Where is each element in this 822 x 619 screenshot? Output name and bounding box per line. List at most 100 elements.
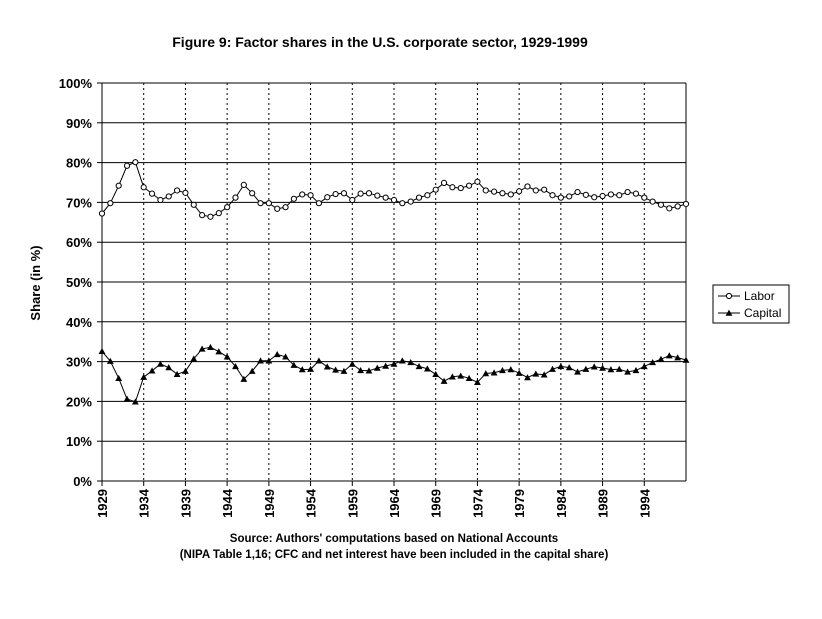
labor-point [390, 196, 398, 204]
x-tick-label: 1949 [262, 489, 277, 518]
labor-point [249, 190, 256, 197]
capital-point [524, 374, 531, 381]
labor-point [474, 178, 481, 185]
labor-point [274, 205, 281, 212]
capital-point [549, 365, 556, 372]
labor-point [98, 210, 106, 217]
labor-point [290, 195, 297, 202]
labor-point [340, 190, 348, 197]
capital-point [382, 362, 390, 369]
labor-point [199, 212, 206, 219]
capital-point [140, 373, 148, 380]
labor-point [457, 184, 464, 192]
y-axis-ticks: 0% 10% 20% 30% 40% 50% 60% 70% 80% 90% 100% [59, 76, 102, 489]
source-note-line-1: Source: Authors' computations based on N… [230, 533, 558, 545]
capital-point [649, 358, 657, 366]
labor-point [424, 192, 431, 199]
labor-point [599, 192, 606, 200]
labor-point [482, 187, 489, 194]
labor-point [440, 179, 448, 186]
x-axis-ticks: 1929 1934 1939 1944 1949 1954 1959 1964 1969 1974… [95, 481, 652, 518]
y-tick-label: 20% [66, 394, 92, 409]
x-tick-label: 1979 [512, 489, 527, 518]
capital-point [582, 365, 590, 372]
capital-point [590, 363, 598, 370]
labor-point [140, 184, 147, 191]
capital-point [165, 364, 173, 371]
labor-point [524, 183, 531, 190]
grid [101, 82, 687, 482]
labor-point [324, 194, 331, 201]
labor-point [649, 198, 656, 205]
source-note-line-2: (NIPA Table 1,16; CFC and net interest h… [180, 549, 609, 561]
labor-point [365, 190, 373, 197]
labor-point [357, 190, 364, 197]
labor-point [115, 182, 122, 189]
labor-point [349, 196, 356, 204]
labor-point [382, 194, 389, 201]
labor-point [465, 182, 473, 189]
capital-point [282, 353, 289, 360]
capital-point [198, 345, 206, 352]
x-tick-label: 1984 [554, 488, 569, 518]
capital-point [615, 365, 623, 372]
capital-point [223, 353, 231, 360]
capital-point [632, 366, 640, 374]
labor-point [282, 204, 289, 211]
capital-point [232, 362, 239, 370]
labor-point [232, 194, 239, 201]
labor-point [624, 188, 631, 196]
legend-label-labor: Labor [744, 289, 775, 303]
labor-point [666, 205, 673, 212]
capital-point [148, 367, 156, 374]
capital-point [657, 355, 665, 362]
capital-point [482, 370, 490, 377]
capital-point [640, 362, 648, 370]
labor-point [657, 201, 665, 208]
series-capital [98, 343, 690, 405]
x-tick-label: 1944 [220, 488, 235, 518]
capital-point [240, 375, 248, 382]
capital-point [507, 366, 515, 373]
labor-point [541, 186, 548, 193]
capital-point [457, 372, 465, 379]
capital-point [131, 398, 139, 405]
capital-point [515, 369, 523, 376]
labor-point [190, 201, 197, 208]
labor-point [491, 188, 498, 195]
legend-marker-labor [725, 292, 733, 300]
legend-marker-capital [725, 309, 733, 316]
labor-point [165, 193, 172, 200]
capital-point [432, 370, 440, 378]
labor-point [549, 192, 556, 199]
labor-point [607, 191, 615, 198]
y-tick-label: 30% [66, 355, 92, 370]
labor-point [307, 192, 314, 199]
labor-point [315, 200, 323, 207]
capital-point [182, 367, 189, 374]
labor-point [574, 188, 581, 196]
capital-point [574, 368, 581, 375]
capital-point [407, 358, 415, 366]
labor-point [674, 203, 681, 210]
y-axis-label: Share (in %) [28, 245, 43, 320]
labor-point [132, 159, 139, 166]
capital-point [499, 366, 506, 374]
labor-point [299, 191, 306, 198]
labor-point [557, 194, 564, 201]
x-tick-label: 1959 [345, 489, 360, 518]
legend-label-capital: Capital [744, 306, 781, 320]
capital-point [449, 373, 456, 380]
labor-point [148, 190, 156, 197]
capital-point [340, 367, 348, 374]
labor-point [399, 200, 406, 207]
capital-point [265, 357, 273, 364]
labor-point [682, 200, 690, 208]
y-tick-label: 90% [66, 116, 92, 131]
x-tick-label: 1964 [387, 488, 402, 518]
labor-point [582, 191, 589, 198]
capital-point [474, 378, 481, 386]
capital-point [682, 356, 690, 363]
x-tick-label: 1974 [470, 488, 485, 518]
